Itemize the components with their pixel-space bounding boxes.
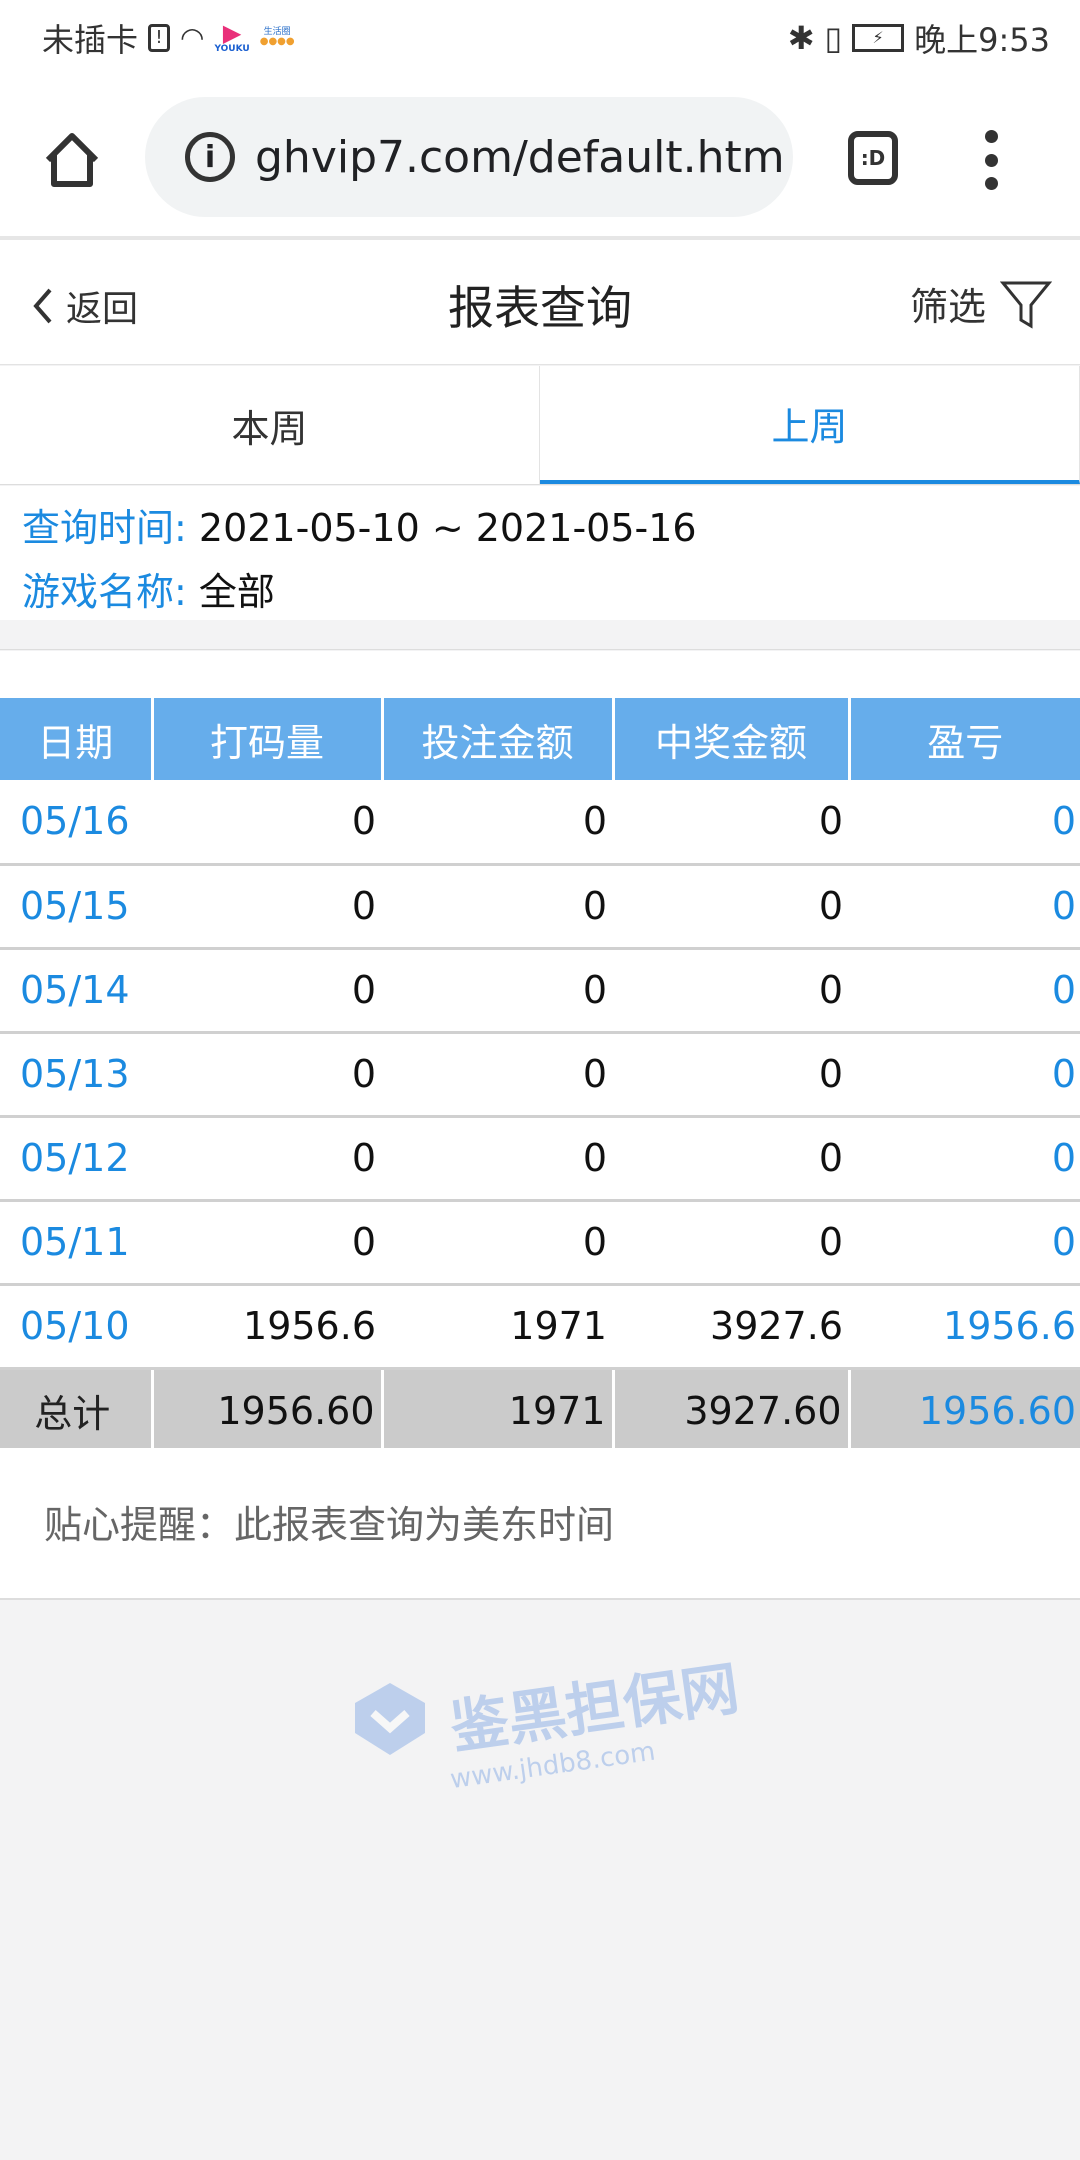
report-table-container: 日期 打码量 投注金额 中奖金额 盈亏 05/16 0 0 0 0 05/15 0 0 0 0 05… [0,651,1080,1795]
bet-amount-cell: 1971 [382,1284,613,1370]
query-time-label: 查询时间: [22,506,187,550]
page-title: 报表查询 [448,281,632,335]
date-cell[interactable]: 05/12 [0,1116,152,1202]
page-header: 返回 报表查询 筛选 [0,240,1080,365]
profit-loss-cell: 0 [849,780,1080,866]
profit-loss-cell: 0 [849,1032,1080,1118]
vibrate-icon: ▯ [824,18,843,57]
total-profit-loss-cell: 1956.60 [849,1368,1080,1452]
carrier-label: 未插卡 [42,20,139,59]
turnover-cell: 0 [152,1200,382,1286]
date-cell[interactable]: 05/15 [0,864,152,950]
sim-alert-icon: ! [148,23,171,52]
youku-label: YOUKU [214,44,250,54]
clock: 晚上9:53 [914,20,1050,59]
table-row: 05/12 0 0 0 0 [0,1116,1080,1202]
turnover-cell: 0 [152,948,382,1034]
funnel-icon [1000,281,1052,329]
bet-amount-cell: 0 [382,864,613,950]
bet-amount-cell: 0 [382,780,613,866]
date-cell[interactable]: 05/13 [0,1032,152,1118]
bet-amount-cell: 0 [382,1032,613,1118]
col-win-amount: 中奖金额 [613,698,851,780]
date-cell[interactable]: 05/10 [0,1284,152,1370]
chevron-left-icon [33,288,52,324]
watermark-shield-icon [355,1683,425,1755]
game-name-value: 全部 [198,570,275,614]
browser-toolbar: i ghvip7.com/default.htm :D [0,75,1080,240]
col-turnover: 打码量 [152,698,384,780]
bet-amount-cell: 0 [382,1200,613,1286]
tab-switcher-button[interactable]: :D [848,131,898,185]
win-amount-cell: 0 [613,780,849,866]
back-label: 返回 [66,289,139,330]
total-date-cell: 总计 [0,1368,154,1452]
col-date: 日期 [0,698,154,780]
total-win-amount-cell: 3927.60 [613,1368,851,1452]
total-turnover-cell: 1956.60 [152,1368,384,1452]
life-circle-label: 生活圈 [263,27,291,37]
query-time-value: 2021-05-10 ~ 2021-05-16 [198,506,697,550]
report-table: 日期 打码量 投注金额 中奖金额 盈亏 05/16 0 0 0 0 05/15 0 0 0 0 05… [0,698,1080,1452]
date-cell[interactable]: 05/16 [0,780,152,866]
status-bar: 未插卡 ! ◠ ▶ YOUKU 生活圈 ●●●● ✱ ▯ ⚡ 晚上9:53 [0,0,1080,75]
table-row: 05/15 0 0 0 0 [0,864,1080,950]
table-row: 05/10 1956.6 1971 3927.6 1956.6 [0,1284,1080,1370]
bet-amount-cell: 0 [382,948,613,1034]
table-header-row: 日期 打码量 投注金额 中奖金额 盈亏 [0,698,1080,780]
bluetooth-icon: ✱ [787,18,815,57]
date-cell[interactable]: 05/11 [0,1200,152,1286]
more-menu-icon[interactable] [985,130,999,190]
win-amount-cell: 0 [613,1200,849,1286]
turnover-cell: 0 [152,1032,382,1118]
life-circle-icon: 生活圈 ●●●● [259,27,295,47]
win-amount-cell: 0 [613,1116,849,1202]
bet-amount-cell: 0 [382,1116,613,1202]
watermark-logo: 鉴黑担保网 www.jhdb8.com [345,1654,743,1795]
win-amount-cell: 0 [613,1032,849,1118]
url-bar[interactable]: i ghvip7.com/default.htm [145,97,793,217]
divider [0,620,1080,650]
total-row: 总计 1956.60 1971 3927.60 1956.60 [0,1368,1080,1452]
table-row: 05/13 0 0 0 0 [0,1032,1080,1118]
date-cell[interactable]: 05/14 [0,948,152,1034]
win-amount-cell: 3927.6 [613,1284,849,1370]
youku-icon: ▶ YOUKU [214,19,250,54]
turnover-cell: 0 [152,864,382,950]
turnover-cell: 0 [152,780,382,866]
filter-button[interactable]: 筛选 [910,276,1052,331]
profit-loss-cell: 0 [849,1200,1080,1286]
table-row: 05/11 0 0 0 0 [0,1200,1080,1286]
watermark-url: www.jhdb8.com [448,1736,658,1796]
profit-loss-cell: 0 [849,864,1080,950]
profit-loss-cell: 1956.6 [849,1284,1080,1370]
filter-label: 筛选 [909,285,986,329]
profit-loss-cell: 0 [849,1116,1080,1202]
week-tabs: 本周 上周 [0,366,1080,485]
home-icon[interactable] [42,130,102,190]
turnover-cell: 1956.6 [152,1284,382,1370]
query-info: 查询时间: 2021-05-10 ~ 2021-05-16 游戏名称: 全部 [0,486,1080,620]
game-name-label: 游戏名称: [22,570,187,614]
table-row: 05/16 0 0 0 0 [0,780,1080,866]
info-icon[interactable]: i [185,132,235,182]
col-profit-loss: 盈亏 [849,698,1080,780]
col-bet-amount: 投注金额 [382,698,615,780]
wifi-icon: ◠ [180,21,205,54]
watermark-name: 鉴黑担保网 [446,1654,744,1762]
turnover-cell: 0 [152,1116,382,1202]
table-row: 05/14 0 0 0 0 [0,948,1080,1034]
url-text[interactable]: ghvip7.com/default.htm [255,131,785,183]
win-amount-cell: 0 [613,864,849,950]
total-bet-amount-cell: 1971 [382,1368,615,1452]
back-button[interactable]: 返回 [30,280,138,332]
reminder-note: 贴心提醒：此报表查询为美东时间 [0,1448,1080,1600]
tab-this-week[interactable]: 本周 [0,366,540,484]
win-amount-cell: 0 [613,948,849,1034]
battery-icon: ⚡ [852,23,905,52]
profit-loss-cell: 0 [849,948,1080,1034]
tab-last-week[interactable]: 上周 [540,366,1080,484]
